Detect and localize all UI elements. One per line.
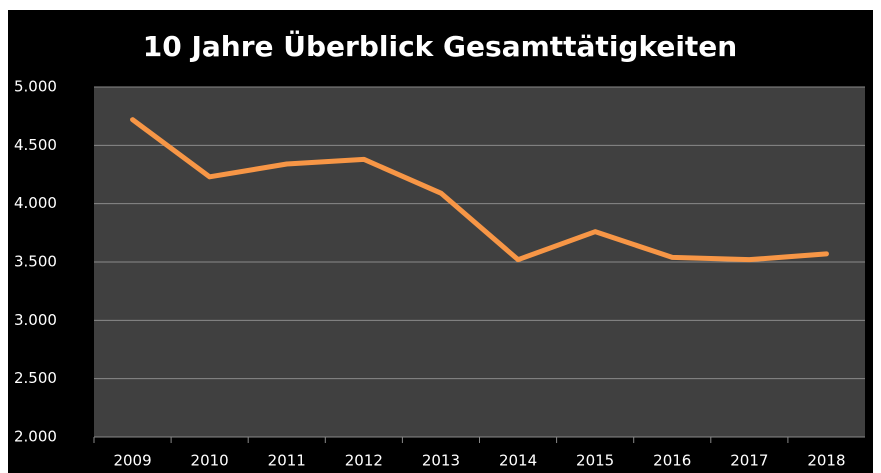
chart-title: 10 Jahre Überblick Gesamttätigkeiten (143, 29, 737, 63)
y-tick-label: 4.000 (14, 194, 57, 212)
x-tick-label: 2012 (345, 452, 383, 470)
y-tick-label: 2.500 (14, 369, 57, 387)
y-tick-label: 5.000 (14, 78, 57, 96)
y-tick-label: 2.000 (14, 428, 57, 446)
x-tick-label: 2009 (113, 452, 151, 470)
x-tick-label: 2015 (576, 452, 614, 470)
x-tick-label: 2013 (422, 452, 460, 470)
x-tick-label: 2014 (499, 452, 537, 470)
x-tick-label: 2016 (653, 452, 691, 470)
x-tick-label: 2011 (268, 452, 306, 470)
x-tick-label: 2018 (807, 452, 845, 470)
x-tick-label: 2010 (191, 452, 229, 470)
y-tick-label: 4.500 (14, 136, 57, 154)
line-series (130, 117, 829, 263)
y-tick-label: 3.500 (14, 253, 57, 271)
x-tick-label: 2017 (730, 452, 768, 470)
y-tick-label: 3.000 (14, 311, 57, 329)
